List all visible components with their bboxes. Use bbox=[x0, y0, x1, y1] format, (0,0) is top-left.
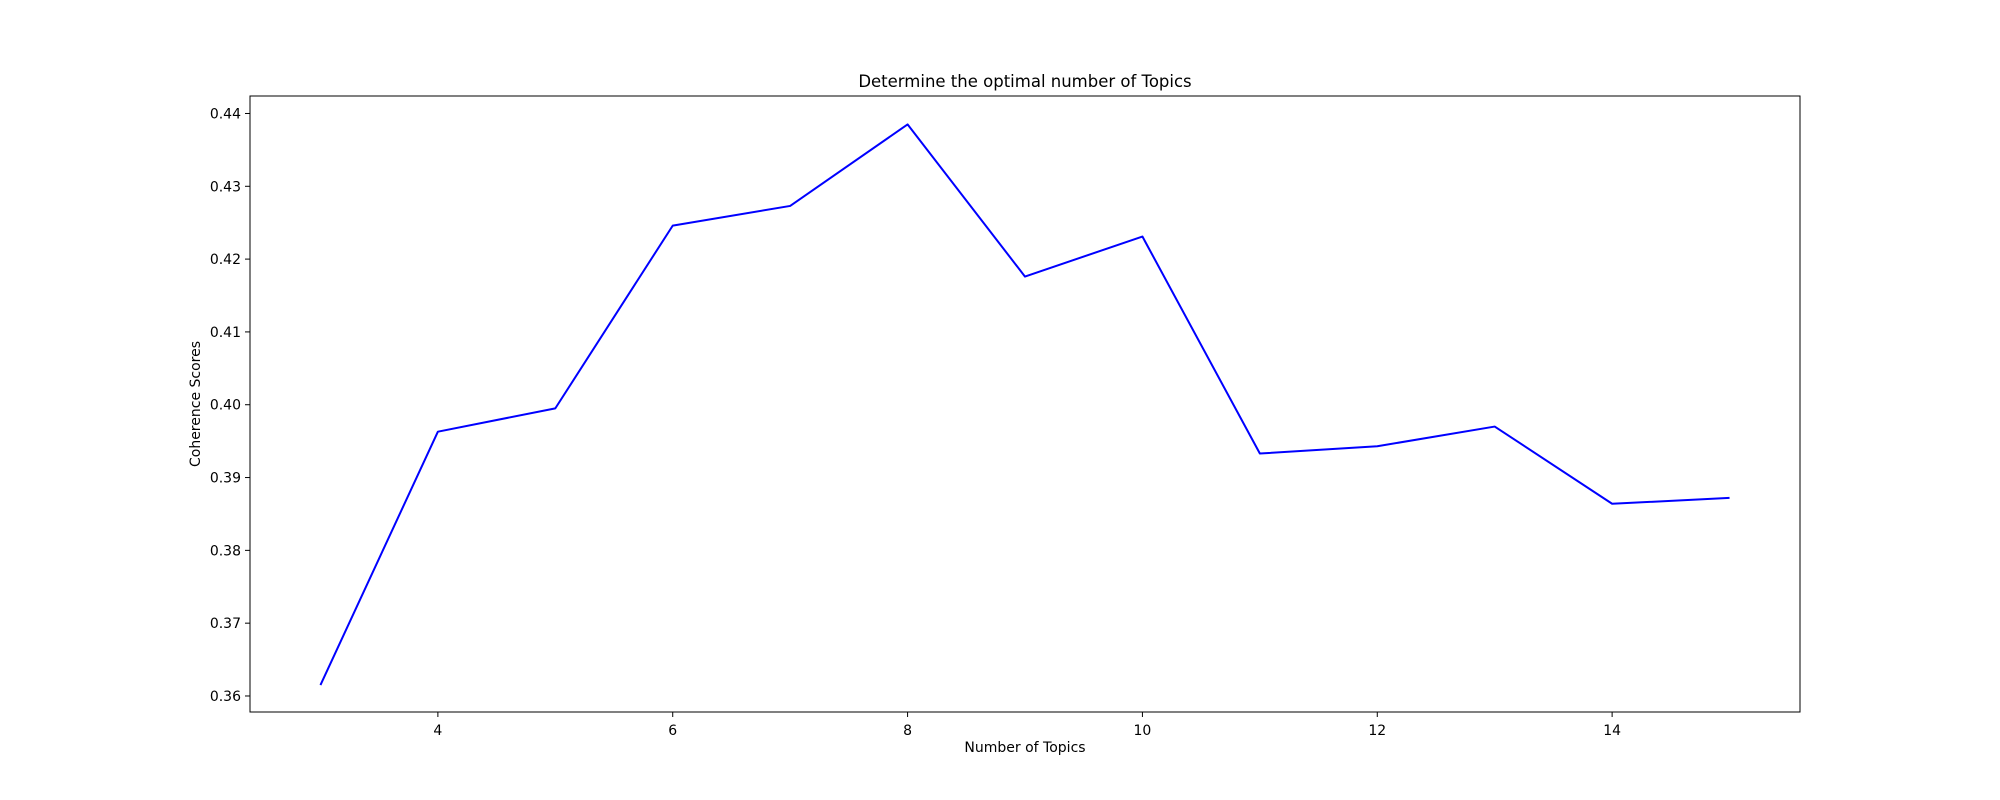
x-tick-label: 4 bbox=[433, 723, 442, 739]
coherence-score-line bbox=[319, 123, 1730, 686]
y-tick-label: 0.38 bbox=[210, 543, 241, 559]
chart-title: Determine the optimal number of Topics bbox=[858, 72, 1191, 91]
y-tick-label: 0.44 bbox=[210, 106, 241, 122]
x-tick-label: 8 bbox=[903, 723, 912, 739]
y-tick-label: 0.42 bbox=[210, 252, 241, 268]
y-tick-label: 0.43 bbox=[210, 179, 241, 195]
x-tick-label: 14 bbox=[1603, 723, 1621, 739]
x-tick-label: 10 bbox=[1134, 723, 1152, 739]
plot-area bbox=[250, 96, 1800, 712]
y-axis-title: Coherence Scores bbox=[188, 341, 204, 467]
y-tick-label: 0.39 bbox=[210, 471, 241, 487]
plot-frame bbox=[249, 95, 1801, 713]
x-tick-label: 12 bbox=[1368, 723, 1386, 739]
y-axis-ticks: 0.36 0.37 0.38 0.39 0.40 0.41 0.42 0.43 0.44 bbox=[210, 106, 250, 705]
y-tick-label: 0.41 bbox=[210, 325, 241, 341]
y-tick-label: 0.37 bbox=[210, 616, 241, 632]
x-tick-label: 6 bbox=[668, 723, 677, 739]
y-tick-label: 0.36 bbox=[210, 689, 241, 705]
x-axis-ticks: 4 6 8 10 12 14 bbox=[433, 712, 1621, 739]
y-tick-label: 0.40 bbox=[210, 398, 241, 414]
x-axis-title: Number of Topics bbox=[964, 740, 1085, 756]
